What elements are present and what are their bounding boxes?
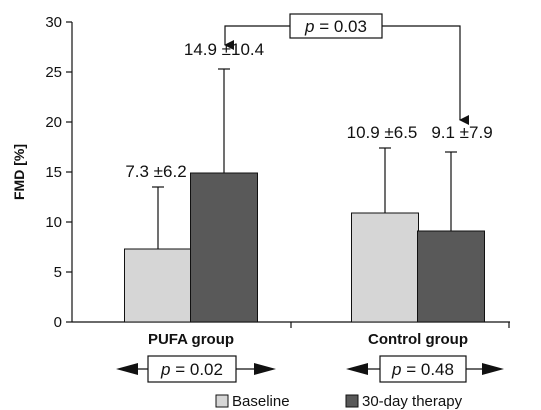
pufa-left-arrowhead: [116, 363, 138, 375]
bar-pufa-group-30-day-therapy: [190, 172, 258, 323]
bar-control-group-30-day-therapy: [417, 230, 485, 323]
pufa-p-box: [147, 355, 237, 383]
between-group-connector-right: [382, 25, 469, 125]
between-group-connector-left: [224, 25, 290, 50]
y-tick-label: 30: [45, 14, 62, 31]
category-label: Control group: [368, 331, 468, 348]
y-tick-label: 15: [45, 164, 62, 181]
y-tick-label: 0: [54, 314, 62, 331]
pufa-within-group-comparison: p = 0.02: [116, 355, 276, 383]
data-label-control-group-30-day-therapy: 9.1 ±7.9: [431, 123, 492, 142]
control-within-group-comparison: p = 0.48: [346, 355, 504, 383]
category-label: PUFA group: [148, 331, 234, 348]
control-right-arrowhead: [482, 363, 504, 375]
legend-swatch-baseline: [215, 394, 229, 408]
pufa-p-value: p = 0.02: [160, 360, 223, 379]
legend: Baseline 30-day therapy: [215, 393, 463, 410]
between-group-p-value: p = 0.03: [304, 17, 367, 36]
y-axis-label: FMD [%]: [11, 144, 27, 200]
y-tick-label: 20: [45, 114, 62, 131]
control-left-arrowhead: [346, 363, 368, 375]
bar-control-group-baseline: [351, 212, 419, 323]
control-p-value: p = 0.48: [391, 360, 454, 379]
legend-label-baseline: Baseline: [232, 393, 290, 410]
y-tick-label: 25: [45, 64, 62, 81]
between-group-comparison: p = 0.03: [224, 13, 469, 125]
pufa-right-arrowhead: [254, 363, 276, 375]
legend-label-30-day-therapy: 30-day therapy: [362, 393, 463, 410]
between-group-p-box: [289, 13, 383, 39]
data-label-control-group-baseline: 10.9 ±6.5: [347, 123, 418, 142]
y-tick-label: 5: [54, 264, 62, 281]
data-label-pufa-group-30-day-therapy: 14.9 ±10.4: [184, 40, 264, 59]
control-p-box: [379, 355, 467, 383]
y-tick-label: 10: [45, 214, 62, 231]
bar-pufa-group-baseline: [124, 248, 192, 323]
legend-swatch-30-day-therapy: [345, 394, 359, 408]
data-label-pufa-group-baseline: 7.3 ±6.2: [125, 162, 186, 181]
